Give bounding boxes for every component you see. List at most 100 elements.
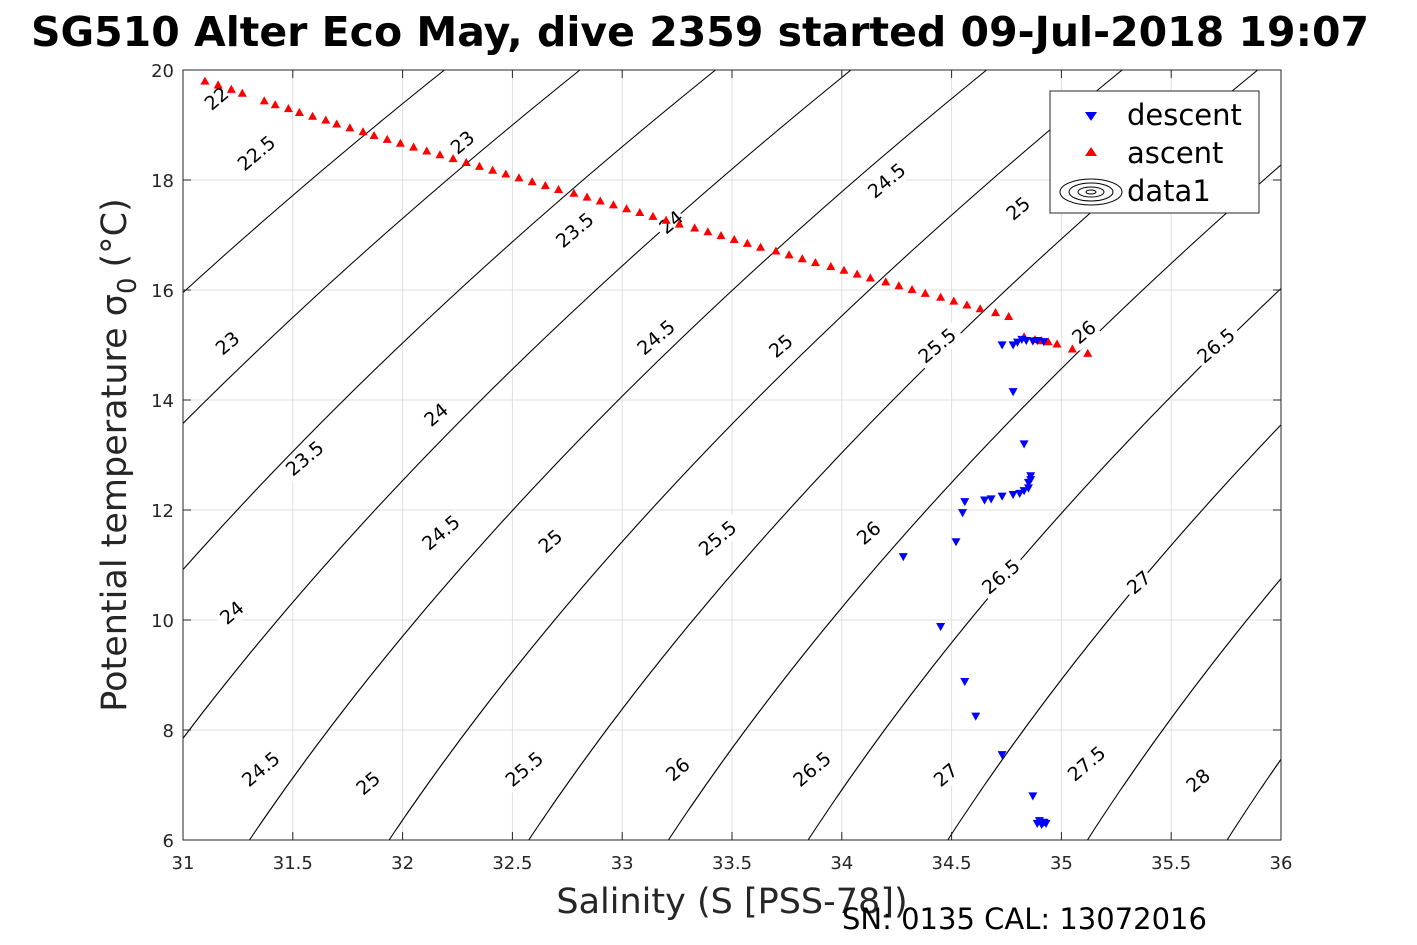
descent-point <box>1028 792 1038 801</box>
ascent-point <box>703 227 713 236</box>
ascent-point <box>213 80 223 89</box>
y-axis-label: Potential temperature σ0(°C) <box>95 198 143 712</box>
ascent-point <box>540 181 550 190</box>
ascent-point <box>797 254 807 263</box>
descent-point <box>1039 338 1049 347</box>
ascent-point <box>716 231 726 240</box>
ascent-point <box>226 84 236 93</box>
descent-point <box>1026 476 1036 485</box>
ascent-point <box>975 304 985 313</box>
ascent-point <box>881 277 891 286</box>
contour-label-bg <box>1067 317 1102 351</box>
ascent-point <box>259 96 269 105</box>
ascent-point <box>270 100 280 109</box>
y-tick-label: 16 <box>151 281 174 302</box>
ascent-point <box>742 238 752 247</box>
ascent-point <box>826 261 836 270</box>
contour-label-bg <box>417 509 469 558</box>
ascent-point <box>949 296 959 305</box>
density-contour-line <box>1086 577 1281 840</box>
ascent-point <box>991 308 1001 317</box>
legend: descent ascent data1 <box>1049 90 1260 214</box>
contour-label-bg <box>763 331 799 365</box>
descent-point <box>1015 489 1025 498</box>
calibration-footer: SN: 0135 CAL: 13072016 <box>842 902 1207 936</box>
descent-point <box>997 492 1007 501</box>
ascent-point <box>435 150 445 159</box>
contour-label-bg <box>1181 765 1216 800</box>
x-tick-label: 31 <box>172 853 195 874</box>
density-contour-line <box>1360 65 1417 852</box>
x-tick-label: 32 <box>391 853 414 874</box>
density-contour-line <box>947 423 1281 840</box>
contour-label-bg <box>654 207 689 241</box>
descent-point <box>958 509 968 518</box>
ascent-point <box>554 184 564 193</box>
x-tick-label: 31.5 <box>273 853 313 874</box>
descent-point <box>1012 338 1022 347</box>
contour-label-bg <box>976 553 1029 602</box>
ascent-point <box>635 207 645 217</box>
ascent-point <box>661 215 671 224</box>
y-tick-label: 12 <box>151 501 174 522</box>
y-tick-label: 14 <box>151 391 174 412</box>
ascent-point <box>474 161 484 170</box>
ascent-point <box>488 165 498 174</box>
contour-label-bg <box>788 746 840 794</box>
descent-point <box>980 496 990 505</box>
ascent-point <box>200 76 210 85</box>
contour-label-bg <box>210 328 245 362</box>
ascent-point <box>595 196 605 205</box>
ascent-point <box>294 107 304 116</box>
ascent-legend-label: ascent <box>1127 136 1223 170</box>
descent-legend-marker <box>1085 112 1097 121</box>
descent-legend-label: descent <box>1127 98 1242 132</box>
x-tick-label: 35 <box>1050 853 1073 874</box>
ascent-legend-marker <box>1085 147 1097 156</box>
density-contour-line <box>248 70 988 840</box>
ascent-point <box>283 104 293 113</box>
x-tick-label: 32.5 <box>492 853 532 874</box>
ascent-point <box>920 288 930 297</box>
descent-point <box>1019 487 1029 496</box>
ascent-point <box>369 130 379 140</box>
ascent-point <box>409 142 419 151</box>
descent-point <box>1008 341 1018 350</box>
contour-label-bg <box>1062 740 1114 789</box>
contour-label-bg <box>533 526 568 560</box>
density-contour-line <box>183 70 717 571</box>
ascent-point <box>608 200 618 209</box>
contour-label-bg <box>232 130 284 178</box>
ascent-point <box>839 265 849 274</box>
descent-point <box>960 498 970 507</box>
ascent-point <box>1004 311 1014 320</box>
contour-label-bg <box>500 746 552 794</box>
ascent-point <box>784 250 794 259</box>
density-contour-line <box>807 287 1281 840</box>
contour-label-bg <box>693 515 745 563</box>
contour-label-bg <box>199 83 234 118</box>
descent-point <box>936 623 946 632</box>
descent-series <box>898 335 1051 830</box>
x-tick-label: 33.5 <box>712 853 752 874</box>
x-tick-label: 36 <box>1270 853 1293 874</box>
contour-label-bg <box>1121 567 1157 602</box>
ascent-point <box>448 154 458 163</box>
ascent-point <box>582 192 592 201</box>
ascent-point <box>894 281 904 290</box>
x-tick-label: 34.5 <box>932 853 972 874</box>
contour-label-bg <box>351 768 386 802</box>
ascent-point <box>527 177 537 186</box>
chart-title: SG510 Alter Eco May, dive 2359 started 0… <box>31 8 1369 56</box>
ascent-point <box>358 127 368 136</box>
legend-box <box>1049 90 1260 214</box>
ascent-point <box>729 234 739 243</box>
descent-point <box>1023 484 1033 493</box>
y-tick-label: 10 <box>151 611 174 632</box>
contour-label-bg <box>928 760 963 794</box>
contour-legend-label: data1 <box>1127 174 1211 208</box>
ascent-point <box>771 246 781 255</box>
contour-label-bg <box>632 314 684 362</box>
y-tick-label: 18 <box>151 171 174 192</box>
